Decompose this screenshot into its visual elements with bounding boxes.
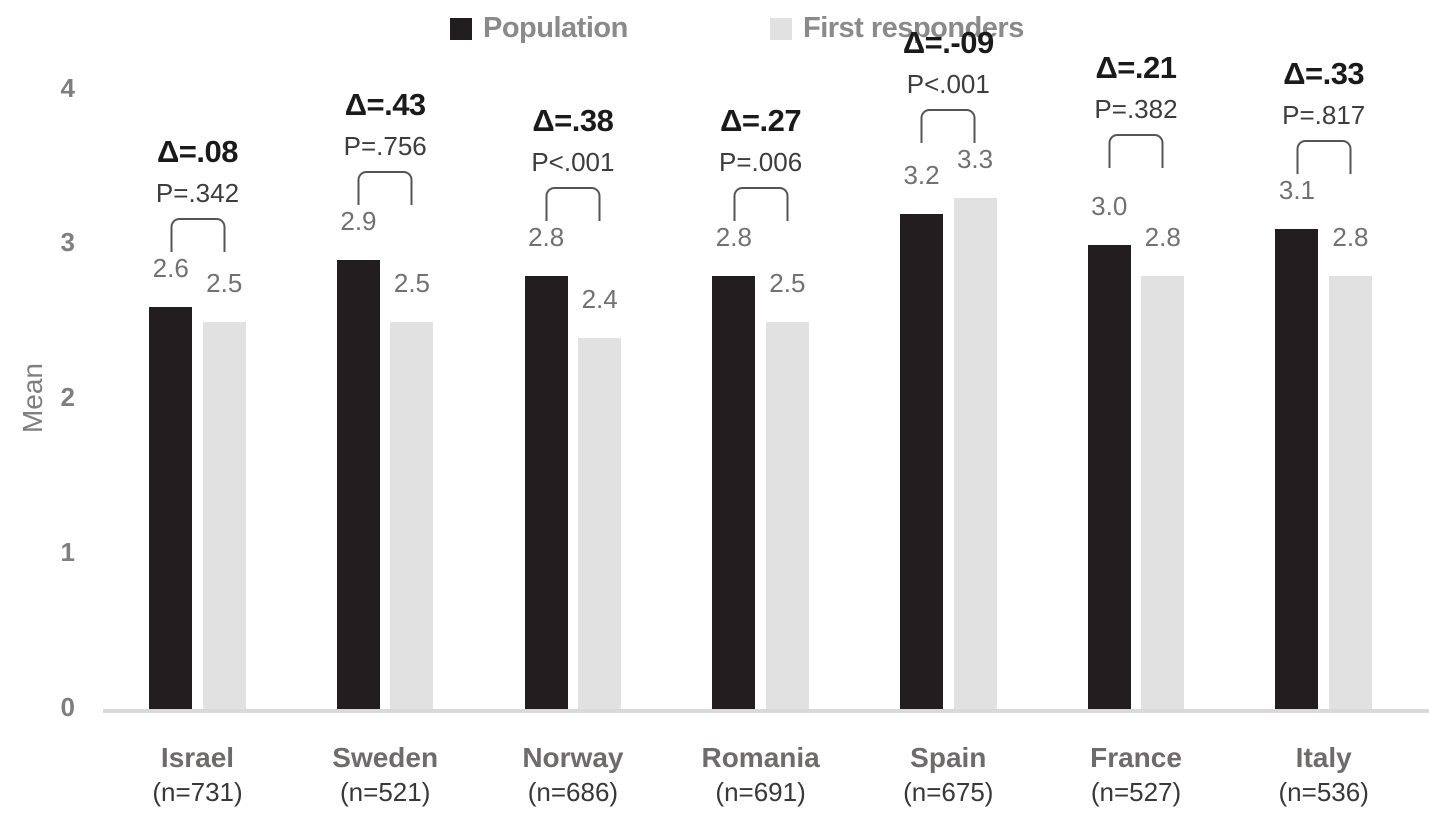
first-responders-bar bbox=[578, 337, 622, 709]
population-bar bbox=[1087, 244, 1131, 709]
sample-size-label: (n=527) bbox=[1090, 777, 1182, 807]
y-tick-3: 3 bbox=[60, 227, 75, 257]
legend-label-first-responders: First responders bbox=[803, 12, 1024, 44]
country-label: Romania bbox=[701, 742, 820, 773]
sample-size-label: (n=521) bbox=[340, 777, 431, 807]
comparison-bracket-icon bbox=[1108, 133, 1164, 168]
population-value-label: 3.0 bbox=[1091, 190, 1128, 221]
population-bar bbox=[336, 260, 380, 709]
population-value-label: 3.2 bbox=[903, 159, 940, 190]
p-value-label: P=.382 bbox=[1094, 93, 1178, 124]
y-tick-0: 0 bbox=[60, 692, 75, 722]
population-swatch-icon bbox=[450, 17, 472, 40]
first-responders-value-label: 2.5 bbox=[769, 268, 806, 299]
legend-item-population: Population bbox=[450, 14, 628, 43]
comparison-bracket-icon bbox=[545, 186, 601, 221]
first-responders-value-label: 2.5 bbox=[206, 268, 243, 299]
sample-size-label: (n=731) bbox=[152, 777, 243, 807]
first-responders-bar bbox=[953, 198, 997, 709]
comparison-bracket-icon bbox=[170, 217, 225, 252]
first-responders-bar bbox=[390, 322, 434, 709]
population-value-label: 2.6 bbox=[152, 252, 189, 283]
sample-size-label: (n=675) bbox=[903, 777, 994, 807]
country-label: Israel bbox=[160, 742, 235, 773]
first-responders-value-label: 2.5 bbox=[393, 268, 431, 299]
population-value-label: 2.9 bbox=[340, 206, 377, 237]
country-label: Spain bbox=[910, 742, 987, 773]
comparison-bracket-icon bbox=[1296, 140, 1352, 175]
country-label: France bbox=[1090, 742, 1182, 773]
first-responders-value-label: 2.4 bbox=[581, 283, 618, 314]
country-label: Italy bbox=[1295, 742, 1352, 773]
p-value-label: P=.006 bbox=[719, 146, 803, 177]
x-axis-line bbox=[103, 709, 1429, 713]
population-value-label: 3.1 bbox=[1278, 175, 1316, 206]
first-responders-swatch-icon bbox=[770, 17, 792, 40]
delta-label: Δ=.-09 bbox=[902, 25, 994, 61]
first-responders-value-label: 2.8 bbox=[1144, 221, 1181, 252]
sample-size-label: (n=691) bbox=[715, 777, 806, 807]
first-responders-bar bbox=[765, 322, 809, 709]
population-value-label: 2.8 bbox=[528, 221, 565, 252]
legend-label-population: Population bbox=[483, 12, 628, 44]
p-value-label: P=.756 bbox=[343, 131, 427, 162]
country-label: Norway bbox=[522, 742, 624, 773]
y-tick-1: 1 bbox=[60, 537, 75, 567]
delta-label: Δ=.08 bbox=[157, 133, 238, 169]
first-responders-bar bbox=[1328, 275, 1372, 709]
y-tick-4: 4 bbox=[60, 73, 75, 103]
first-responders-bar bbox=[202, 322, 246, 709]
first-responders-bar bbox=[1141, 275, 1185, 709]
delta-label: Δ=.43 bbox=[344, 87, 426, 123]
population-bar bbox=[900, 213, 944, 709]
delta-label: Δ=.21 bbox=[1095, 49, 1177, 85]
delta-label: Δ=.38 bbox=[532, 102, 614, 138]
sample-size-label: (n=536) bbox=[1278, 777, 1369, 807]
comparison-bracket-icon bbox=[733, 186, 789, 221]
population-bar bbox=[149, 306, 193, 709]
comparison-bracket-icon bbox=[920, 109, 976, 144]
p-value-label: P<.001 bbox=[531, 146, 615, 177]
delta-label: Δ=.27 bbox=[720, 102, 802, 138]
comparison-bracket-icon bbox=[357, 171, 413, 206]
delta-label: Δ=.33 bbox=[1283, 56, 1365, 92]
p-value-label: P<.001 bbox=[906, 69, 990, 100]
first-responders-value-label: 3.3 bbox=[956, 144, 994, 175]
p-value-label: P=.817 bbox=[1282, 100, 1366, 131]
population-bar bbox=[712, 275, 756, 709]
legend-item-first-responders: First responders bbox=[770, 14, 1024, 43]
country-label: Sweden bbox=[332, 742, 439, 773]
population-bar bbox=[1275, 229, 1319, 709]
population-value-label: 2.8 bbox=[715, 221, 752, 252]
sample-size-label: (n=686) bbox=[527, 777, 619, 807]
p-value-label: P=.342 bbox=[155, 177, 240, 208]
population-bar bbox=[524, 275, 568, 709]
first-responders-value-label: 2.8 bbox=[1332, 221, 1369, 252]
y-tick-2: 2 bbox=[60, 382, 75, 412]
